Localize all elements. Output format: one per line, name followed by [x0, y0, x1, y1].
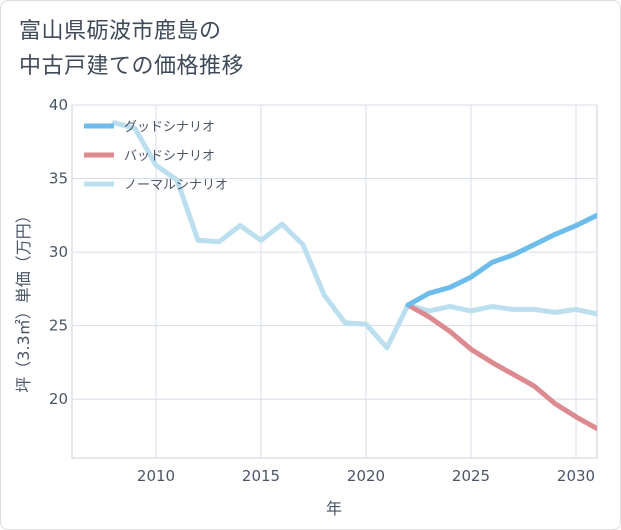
- y-tick-label: 40: [49, 96, 68, 114]
- x-tick-label: 2015: [242, 467, 280, 485]
- series-line-normal: [111, 120, 597, 351]
- x-tick-label: 2020: [347, 467, 385, 485]
- series-line-bad: [405, 302, 597, 432]
- y-tick-label: 25: [49, 317, 68, 335]
- legend-label: バッドシナリオ: [124, 149, 215, 164]
- y-tick-label: 20: [49, 390, 68, 408]
- y-axis-title: 坪（3.3㎡）単価（万円）: [14, 207, 33, 392]
- title-line-2: 中古戸建ての価格推移: [19, 54, 245, 79]
- chart-title: 富山県砺波市鹿島の 中古戸建ての価格推移: [19, 14, 439, 84]
- series-line-good: [405, 212, 597, 308]
- x-axis-title: 年: [326, 499, 342, 518]
- series-lines: [111, 120, 597, 432]
- y-tick-label: 30: [49, 243, 68, 261]
- x-tick-label: 2010: [137, 467, 175, 485]
- legend-label: ノーマルシナリオ: [124, 178, 228, 193]
- grid-lines: [72, 104, 597, 458]
- y-tick-label: 35: [49, 170, 68, 188]
- x-tick-label: 2030: [557, 467, 595, 485]
- x-tick-label: 2025: [452, 467, 490, 485]
- title-line-1: 富山県砺波市鹿島の: [19, 19, 222, 44]
- legend-label: グッドシナリオ: [124, 120, 215, 135]
